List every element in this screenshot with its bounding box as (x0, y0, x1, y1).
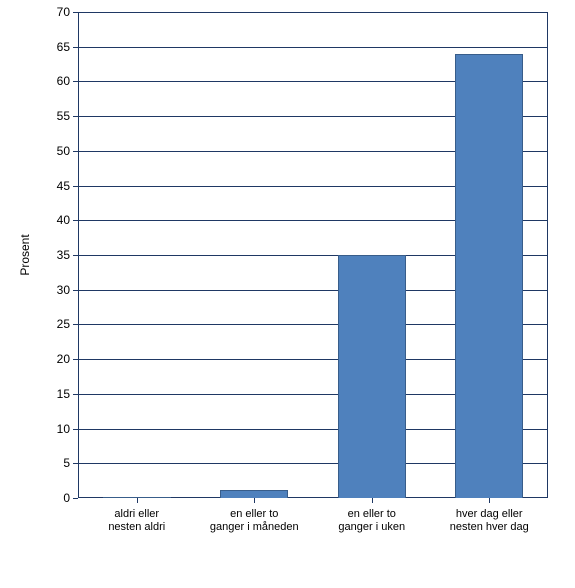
x-tick-label: hver dag eller nesten hver dag (426, 508, 554, 533)
y-tick-label: 35 (0, 248, 70, 262)
y-tick-mark (73, 324, 78, 326)
y-tick-label: 10 (0, 422, 70, 436)
y-tick-mark (73, 359, 78, 361)
y-tick-mark (73, 290, 78, 292)
y-tick-mark (73, 220, 78, 222)
bar-chart-figure: Prosent 0510152025303540455055606570aldr… (0, 0, 575, 588)
y-tick-label: 20 (0, 352, 70, 366)
y-tick-mark (73, 498, 78, 500)
x-tick-label: aldri eller nesten aldri (73, 508, 201, 533)
y-tick-mark (73, 255, 78, 257)
y-tick-mark (73, 151, 78, 153)
y-tick-label: 40 (0, 213, 70, 227)
y-tick-label: 70 (0, 5, 70, 19)
y-tick-label: 65 (0, 40, 70, 54)
bar (338, 255, 406, 498)
y-tick-mark (73, 47, 78, 49)
bar (455, 54, 523, 498)
y-tick-label: 15 (0, 387, 70, 401)
y-tick-label: 30 (0, 283, 70, 297)
y-tick-label: 55 (0, 109, 70, 123)
x-tick-label: en eller to ganger i måneden (191, 508, 319, 533)
x-tick-mark (489, 498, 490, 503)
bar (220, 490, 288, 498)
x-tick-label: en eller to ganger i uken (308, 508, 436, 533)
x-tick-mark (372, 498, 373, 503)
y-tick-mark (73, 186, 78, 188)
y-tick-label: 60 (0, 74, 70, 88)
plot-area (78, 12, 548, 498)
y-tick-mark (73, 394, 78, 396)
y-tick-label: 50 (0, 144, 70, 158)
y-tick-mark (73, 463, 78, 465)
x-tick-mark (137, 498, 138, 503)
y-tick-label: 0 (0, 491, 70, 505)
y-tick-label: 5 (0, 456, 70, 470)
y-tick-mark (73, 116, 78, 118)
x-tick-mark (254, 498, 255, 503)
plot-inner (78, 12, 548, 498)
y-tick-mark (73, 429, 78, 431)
y-tick-mark (73, 12, 78, 14)
y-tick-label: 25 (0, 317, 70, 331)
y-tick-mark (73, 81, 78, 83)
y-tick-label: 45 (0, 179, 70, 193)
